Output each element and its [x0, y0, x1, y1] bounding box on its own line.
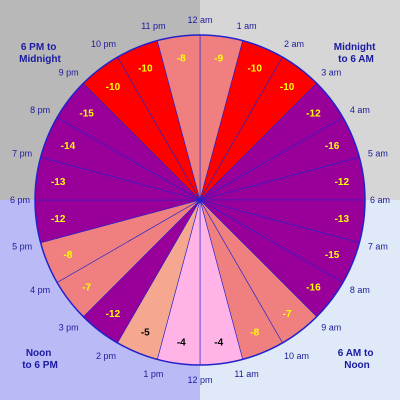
hour-label-10am: 10 am [284, 351, 309, 361]
value-labels: -9 -10 -10 -12 -16 -12 -13 -15 -16 -7 -8 -4 -4 -5 -12 -… [51, 54, 349, 349]
hour-label-6pm: 6 pm [10, 195, 30, 205]
hour-label-12am: 12 am [187, 15, 212, 25]
hour-label-11pm: 11 pm [141, 21, 165, 31]
quadrant-label-afternoon-line2: to 6 PM [22, 360, 58, 371]
clock-outer-ring [34, 34, 366, 366]
quadrant-label-evening: 6 PM to Midnight [19, 42, 61, 65]
value-label-1pm: -5 [141, 328, 150, 339]
value-label-12am: -9 [214, 54, 223, 65]
value-label-7am: -15 [325, 250, 340, 261]
hour-label-7pm: 7 pm [12, 148, 32, 158]
value-label-4pm: -8 [63, 250, 72, 261]
hour-label-1pm: 1 pm [143, 369, 163, 379]
quadrant-label-afternoon: Noon to 6 PM [22, 348, 58, 371]
value-label-10pm: -10 [138, 63, 153, 74]
hour-label-5pm: 5 pm [12, 242, 32, 252]
quadrant-label-morning-line1: 6 AM to [338, 348, 374, 359]
hour-label-2am: 2 am [284, 39, 304, 49]
hour-label-1am: 1 am [237, 21, 257, 31]
hour-label-6am: 6 am [370, 195, 390, 205]
hour-label-9pm: 9 pm [59, 68, 79, 78]
hour-label-12pm: 12 pm [187, 375, 212, 385]
quadrant-label-night-line1: Midnight [334, 42, 376, 53]
quadrant-label-morning-line2: Noon [344, 360, 370, 371]
value-label-11pm: -8 [177, 54, 186, 65]
hour-label-4pm: 4 pm [30, 285, 50, 295]
value-label-6am: -13 [335, 214, 350, 225]
value-label-6pm: -13 [51, 177, 66, 188]
value-label-10am: -8 [250, 328, 259, 339]
quadrant-label-night-line2: to 6 AM [338, 54, 374, 65]
value-label-9am: -7 [283, 309, 292, 320]
value-label-12pm: -4 [177, 337, 186, 348]
value-label-7pm: -14 [61, 141, 76, 152]
value-label-2am: -10 [280, 82, 295, 93]
value-label-8pm: -15 [79, 108, 94, 119]
hour-label-8am: 8 am [350, 285, 370, 295]
hour-label-11am: 11 am [234, 369, 258, 379]
hour-label-3am: 3 am [321, 68, 341, 78]
quadrant-label-afternoon-line1: Noon [26, 348, 52, 359]
pie-slices [34, 34, 366, 366]
hour-label-8pm: 8 pm [30, 105, 50, 115]
hour-label-9am: 9 am [321, 322, 341, 332]
hour-label-7am: 7 am [368, 242, 388, 252]
hour-label-10pm: 10 pm [91, 39, 116, 49]
value-label-9pm: -10 [106, 82, 121, 93]
hour-labels: 12 am 1 am 2 am 3 am 4 am 5 am 6 am 7 am 8 am 9 a… [10, 15, 390, 385]
hour-label-5am: 5 am [368, 148, 388, 158]
value-label-4am: -16 [325, 141, 340, 152]
value-label-5pm: -12 [51, 214, 66, 225]
value-label-5am: -12 [335, 177, 350, 188]
quadrant-label-evening-line2: Midnight [19, 54, 61, 65]
value-label-1am: -10 [247, 63, 262, 74]
quadrant-label-night: Midnight to 6 AM [334, 42, 378, 65]
quadrant-label-morning: 6 AM to Noon [338, 348, 377, 371]
value-label-11am: -4 [214, 337, 223, 348]
value-label-2pm: -12 [106, 309, 121, 320]
hour-label-2pm: 2 pm [96, 351, 116, 361]
hour-label-4am: 4 am [350, 105, 370, 115]
value-label-8am: -16 [306, 283, 321, 294]
hour-label-3pm: 3 pm [59, 322, 79, 332]
value-label-3pm: -7 [82, 283, 91, 294]
quadrant-label-evening-line1: 6 PM to [21, 42, 57, 53]
value-label-3am: -12 [306, 108, 321, 119]
